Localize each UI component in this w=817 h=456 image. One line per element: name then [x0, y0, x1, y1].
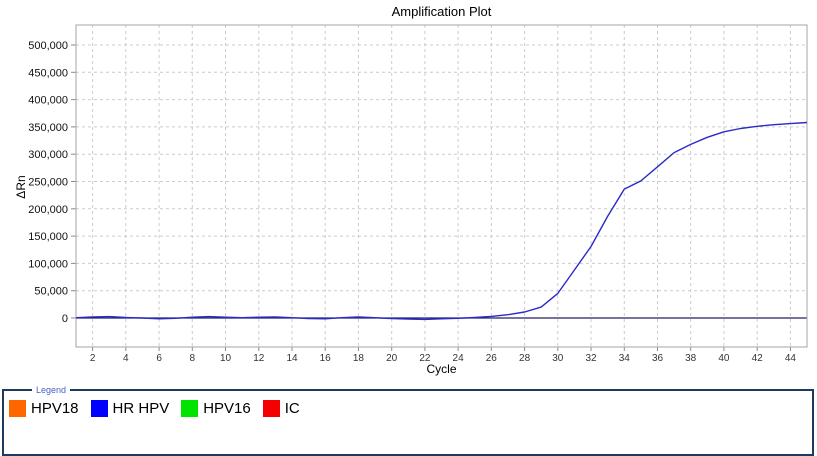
x-axis-label: Cycle — [426, 362, 457, 376]
y-tick-label: 250,000 — [28, 177, 68, 189]
y-tick-label: 0 — [62, 313, 68, 325]
legend-item-hpv18: HPV18 — [9, 400, 79, 417]
x-tick-label: 12 — [253, 353, 265, 364]
ic-color-swatch — [262, 400, 280, 417]
y-tick-label: 500,000 — [28, 40, 68, 52]
y-tick-label: 400,000 — [28, 95, 68, 107]
hr-hpv-color-swatch — [90, 400, 108, 417]
legend-box: Legend HPV18 HR HPV HPV16 IC — [2, 385, 814, 456]
legend-item-label: HR HPV — [112, 400, 170, 417]
amplification-curve — [75, 121, 808, 321]
x-tick-label: 8 — [190, 353, 196, 364]
x-tick-label: 14 — [286, 353, 298, 364]
hpv18-color-swatch — [9, 400, 26, 417]
x-tick-label: 36 — [652, 353, 664, 364]
x-tick-label: 32 — [585, 353, 597, 364]
legend-items-row: HPV18 HR HPV HPV16 IC — [8, 397, 808, 417]
x-tick-label: 16 — [320, 353, 332, 364]
legend-item-hpv16: HPV16 — [181, 400, 251, 417]
x-tick-label: 38 — [685, 353, 697, 364]
x-tick-label: 28 — [519, 353, 531, 364]
hpv16-color-swatch — [181, 400, 199, 417]
legend-item-label: HPV16 — [203, 400, 251, 417]
y-tick-label: 350,000 — [28, 122, 68, 134]
y-tick-label: 50,000 — [34, 286, 68, 298]
x-tick-label: 20 — [386, 353, 398, 364]
x-tick-label: 18 — [353, 353, 365, 364]
y-tick-label: 200,000 — [28, 204, 68, 216]
y-tick-label: 450,000 — [28, 67, 68, 79]
x-tick-label: 2 — [90, 353, 96, 364]
x-tick-label: 34 — [619, 353, 631, 364]
x-tick-label: 10 — [220, 353, 232, 364]
x-tick-label: 24 — [453, 353, 465, 364]
y-tick-label: 100,000 — [28, 258, 68, 270]
legend-item-hr-hpv: HR HPV — [90, 400, 170, 417]
y-tick-label: 150,000 — [28, 231, 68, 243]
x-tick-label: 22 — [419, 353, 431, 364]
legend-item-label: IC — [284, 400, 300, 417]
x-tick-label: 4 — [123, 353, 129, 364]
plot-border — [75, 24, 808, 348]
chart-title: Amplification Plot — [391, 4, 492, 19]
amplification-chart: 2 4 6 8 10 12 14 16 18 20 22 24 26 28 30 32 34 36 38 40 42 44… — [28, 24, 808, 364]
x-tick-label: 30 — [552, 353, 564, 364]
legend-item-label: HPV18 — [31, 400, 79, 417]
legend-item-ic: IC — [262, 400, 300, 417]
y-tick-label: 300,000 — [28, 149, 68, 161]
x-tick-label: 40 — [718, 353, 730, 364]
x-tick-label: 42 — [752, 353, 764, 364]
legend-title: Legend — [36, 385, 67, 395]
x-tick-label: 26 — [486, 353, 498, 364]
x-tick-label: 6 — [156, 353, 162, 364]
x-tick-label: 44 — [785, 353, 797, 364]
